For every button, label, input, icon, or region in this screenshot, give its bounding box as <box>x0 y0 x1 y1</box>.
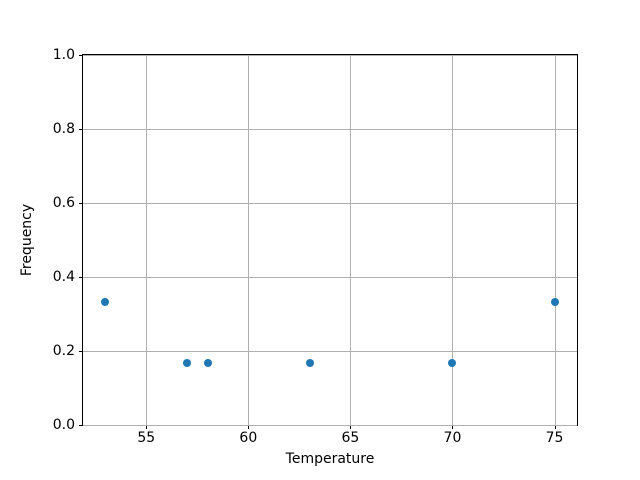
data-point <box>550 297 559 306</box>
y-tick-label: 1.0 <box>52 47 75 63</box>
x-tick-label: 70 <box>443 430 462 446</box>
gridline-horizontal <box>83 203 577 204</box>
data-point <box>448 359 457 368</box>
y-tick-label: 0.8 <box>52 121 75 137</box>
y-tick-mark <box>79 351 83 352</box>
gridline-horizontal <box>83 351 577 352</box>
y-tick-label: 0.0 <box>52 417 75 433</box>
gridline-vertical <box>452 55 454 425</box>
y-tick-mark <box>79 425 83 426</box>
x-tick-mark <box>452 425 454 429</box>
x-tick-label: 60 <box>239 430 258 446</box>
y-tick-label: 0.2 <box>52 343 75 359</box>
gridline-horizontal <box>83 277 577 278</box>
x-tick-mark <box>248 425 250 429</box>
data-point <box>101 297 110 306</box>
plot-area: 55 60 65 70 75 0.0 0.2 0.4 0.6 0.8 1.0 <box>53 48 578 445</box>
y-tick-label: 0.6 <box>52 195 75 211</box>
data-point <box>203 359 212 368</box>
gridline-vertical <box>248 55 250 425</box>
y-tick-mark <box>79 129 83 130</box>
y-tick-mark <box>79 203 83 204</box>
y-tick-label: 0.4 <box>52 269 75 285</box>
data-point <box>183 359 192 368</box>
gridline-vertical <box>554 55 556 425</box>
x-tick-label: 65 <box>341 430 360 446</box>
gridline-vertical <box>146 55 148 425</box>
x-tick-label: 75 <box>545 430 564 446</box>
y-tick-mark <box>79 55 83 56</box>
y-axis-label: Frequency <box>19 203 35 277</box>
x-tick-mark <box>554 425 556 429</box>
x-axis-label: Temperature <box>285 451 375 467</box>
x-tick-mark <box>146 425 148 429</box>
x-tick-mark <box>350 425 352 429</box>
data-point <box>305 359 314 368</box>
gridline-horizontal <box>83 425 577 426</box>
y-tick-mark <box>79 277 83 278</box>
x-tick-label: 55 <box>137 430 156 446</box>
gridline-vertical <box>350 55 352 425</box>
gridline-horizontal <box>83 129 577 130</box>
gridline-horizontal <box>83 55 577 56</box>
